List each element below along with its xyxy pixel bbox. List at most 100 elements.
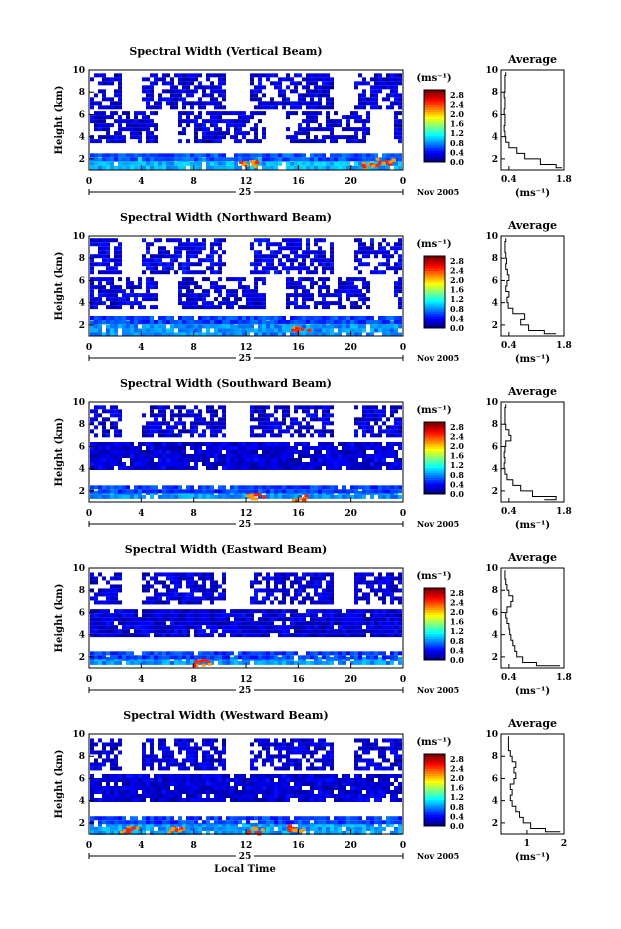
heatmap-cell (206, 266, 210, 271)
heatmap-cell (366, 254, 370, 259)
heatmap-cell (342, 494, 346, 499)
heatmap-cell (214, 242, 218, 247)
heatmap-cell (110, 123, 114, 128)
heatmap-cell (182, 131, 186, 136)
heatmap-cell (142, 332, 146, 337)
heatmap-cell (346, 656, 350, 661)
heatmap-cell (146, 242, 150, 247)
heatmap-cell (326, 258, 330, 263)
heatmap-cell (286, 425, 290, 430)
colorbar-segment (424, 467, 445, 471)
heatmap-cell (350, 332, 354, 337)
heatmap-cell (330, 625, 334, 630)
heatmap-cell (326, 77, 330, 82)
y-tick-label: 2 (79, 155, 85, 165)
heatmap-cell (194, 73, 198, 78)
heatmap-cell (286, 285, 290, 290)
heatmap-cell (230, 446, 234, 450)
heatmap-cell (106, 417, 110, 422)
heatmap-cell (282, 609, 286, 614)
heatmap-cell (210, 258, 214, 263)
heatmap-cell (322, 320, 326, 324)
heatmap-cell (178, 119, 182, 124)
colorbar-segment (424, 99, 445, 103)
heatmap-cell (126, 285, 130, 290)
heatmap-hot-cell (241, 163, 246, 167)
heatmap-cell (154, 127, 158, 132)
heatmap-cell (306, 429, 310, 434)
heatmap-cell (330, 262, 334, 267)
heatmap-cell (186, 609, 190, 614)
heatmap-cell (230, 305, 234, 310)
heatmap-cell (326, 613, 330, 618)
heatmap-cell (278, 600, 282, 605)
heatmap-cell (202, 270, 206, 275)
heatmap-cell (166, 489, 170, 494)
heatmap-cell (346, 165, 350, 170)
heatmap-cell (322, 281, 326, 286)
heatmap-cell (166, 421, 170, 426)
heatmap-cell (122, 446, 126, 450)
x-tick-label: 20 (344, 675, 357, 685)
heatmap-cell (362, 409, 366, 414)
heatmap-cell (218, 651, 222, 656)
heatmap-cell (198, 258, 202, 263)
heatmap-cell (222, 417, 226, 422)
heatmap-cell (142, 293, 146, 298)
heatmap-cell (270, 655, 274, 660)
heatmap-cell (306, 139, 310, 144)
heatmap-cell (386, 572, 390, 577)
heatmap-cell (318, 433, 322, 438)
heatmap-cell (102, 442, 106, 446)
heatmap-hot-cell (193, 660, 198, 664)
heatmap-cell (358, 609, 362, 614)
heatmap-cell (154, 450, 158, 454)
heatmap-cell (394, 270, 398, 275)
heatmap-cell (102, 425, 106, 430)
heatmap-cell (98, 262, 102, 267)
heatmap-cell (170, 588, 174, 593)
heatmap-cell (170, 316, 174, 320)
heatmap-cell (342, 161, 346, 166)
heatmap-hot-cell (253, 165, 258, 169)
heatmap-cell (350, 458, 354, 462)
heatmap-cell (358, 73, 362, 78)
heatmap-cell (370, 442, 374, 446)
heatmap-cell (186, 454, 190, 458)
colorbar-segment (424, 277, 445, 281)
heatmap-cell (114, 625, 118, 630)
heatmap-cell (194, 442, 198, 446)
heatmap-cell (290, 77, 294, 82)
heatmap-cell (114, 77, 118, 82)
heatmap-cell (298, 293, 302, 298)
heatmap-cell (310, 485, 314, 490)
heatmap-cell (166, 425, 170, 430)
heatmap-cell (206, 332, 210, 337)
heatmap-cell (230, 613, 234, 618)
heatmap-cell (382, 157, 386, 162)
heatmap-cell (154, 600, 158, 605)
heatmap-cell (354, 609, 358, 614)
heatmap-cell (222, 250, 226, 255)
heatmap-cell (102, 242, 106, 247)
heatmap-cell (394, 131, 398, 136)
heatmap-cell (306, 101, 310, 106)
heatmap-cell (194, 270, 198, 275)
heatmap-cell (242, 629, 246, 634)
heatmap-cell (190, 454, 194, 458)
heatmap-cell (186, 625, 190, 630)
heatmap-cell (194, 153, 198, 158)
heatmap-cell (114, 609, 118, 614)
heatmap-cell (326, 442, 330, 446)
heatmap-cell (330, 293, 334, 298)
heatmap-cell (282, 454, 286, 458)
heatmap-cell (198, 242, 202, 247)
heatmap-cell (158, 425, 162, 430)
heatmap-cell (230, 316, 234, 320)
heatmap-cell (162, 320, 166, 324)
colorbar-segment (424, 453, 445, 457)
heatmap-cell (242, 305, 246, 310)
heatmap-cell (370, 660, 374, 665)
heatmap-cell (110, 266, 114, 271)
